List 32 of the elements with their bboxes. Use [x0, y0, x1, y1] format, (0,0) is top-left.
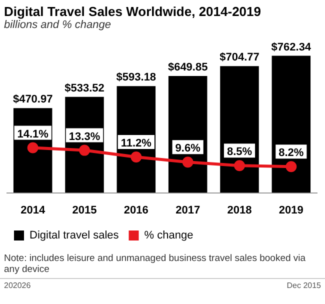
bar: [272, 56, 311, 193]
data-label: 8.5%: [226, 146, 252, 158]
legend-label: % change: [144, 230, 194, 242]
x-tick-label: 2017: [176, 204, 200, 216]
point: [182, 156, 194, 168]
data-label: $649.85: [168, 62, 208, 74]
data-label: 9.6%: [175, 142, 201, 155]
x-tick-label: 2014: [20, 204, 46, 216]
legend-label: Digital travel sales: [30, 230, 120, 242]
data-label: 13.3%: [68, 130, 100, 143]
data-label: $593.18: [116, 72, 156, 84]
x-tick-label: 2015: [72, 204, 97, 216]
x-tick-label: 2018: [227, 204, 252, 216]
point: [79, 144, 90, 156]
data-label: $704.77: [220, 52, 260, 64]
point: [234, 160, 245, 172]
text: 202026: [4, 281, 31, 290]
data-label: 11.2%: [120, 138, 152, 150]
data-label: 14.1%: [17, 128, 49, 140]
x-tick-label: 2019: [278, 204, 304, 216]
text: Dec 2015: [286, 281, 321, 290]
chart-subtitle: billions and % change: [3, 19, 112, 31]
point: [130, 152, 142, 163]
point: [286, 161, 297, 172]
chart-title: Digital Travel Sales Worldwide, 2014-2019: [3, 3, 262, 19]
data-label: 8.2%: [278, 147, 304, 160]
point: [27, 142, 38, 154]
data-label: $533.52: [64, 82, 104, 94]
data-label: $470.97: [12, 94, 53, 106]
x-tick-label: 2016: [124, 204, 148, 216]
data-label: $762.34: [271, 41, 312, 54]
text: Note: includes leisure and unmanaged business travel sales booked via any device: [3, 252, 307, 275]
